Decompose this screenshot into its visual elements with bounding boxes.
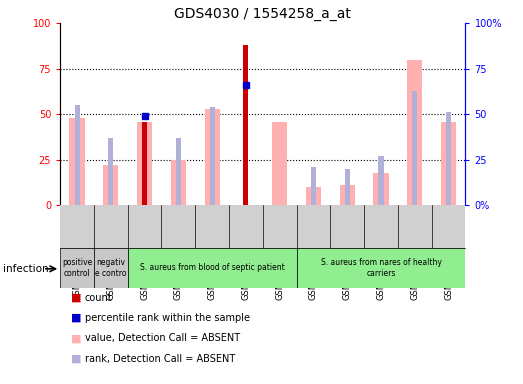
Text: value, Detection Call = ABSENT: value, Detection Call = ABSENT <box>85 333 240 343</box>
Bar <box>60 248 94 288</box>
Text: ■: ■ <box>71 293 81 303</box>
Text: ■: ■ <box>71 333 81 343</box>
Bar <box>108 138 113 205</box>
Text: ■: ■ <box>71 354 81 364</box>
Bar <box>407 60 423 205</box>
Text: infection: infection <box>3 264 48 274</box>
Text: count: count <box>85 293 112 303</box>
Bar <box>311 167 316 205</box>
Bar <box>142 121 147 205</box>
Bar <box>74 105 79 205</box>
Bar <box>103 166 118 205</box>
Bar <box>345 169 350 205</box>
Bar <box>70 118 85 205</box>
Text: S. aureus from nares of healthy
carriers: S. aureus from nares of healthy carriers <box>321 258 441 278</box>
Bar <box>412 91 417 205</box>
Bar <box>171 160 186 205</box>
Bar <box>306 187 321 205</box>
Text: ■: ■ <box>71 313 81 323</box>
Bar <box>297 248 465 288</box>
Text: positive
control: positive control <box>62 258 92 278</box>
Bar <box>243 45 248 205</box>
Bar <box>441 121 456 205</box>
Bar <box>204 109 220 205</box>
Bar <box>137 121 152 205</box>
Title: GDS4030 / 1554258_a_at: GDS4030 / 1554258_a_at <box>174 7 351 21</box>
Bar <box>128 248 297 288</box>
Bar <box>339 185 355 205</box>
Bar <box>94 248 128 288</box>
Bar <box>373 173 389 205</box>
Text: negativ
e contro: negativ e contro <box>95 258 127 278</box>
Text: S. aureus from blood of septic patient: S. aureus from blood of septic patient <box>140 263 285 272</box>
Text: rank, Detection Call = ABSENT: rank, Detection Call = ABSENT <box>85 354 235 364</box>
Bar <box>272 121 287 205</box>
Bar <box>210 107 214 205</box>
Bar <box>446 113 451 205</box>
Bar <box>379 156 383 205</box>
Bar <box>176 138 181 205</box>
Text: percentile rank within the sample: percentile rank within the sample <box>85 313 249 323</box>
